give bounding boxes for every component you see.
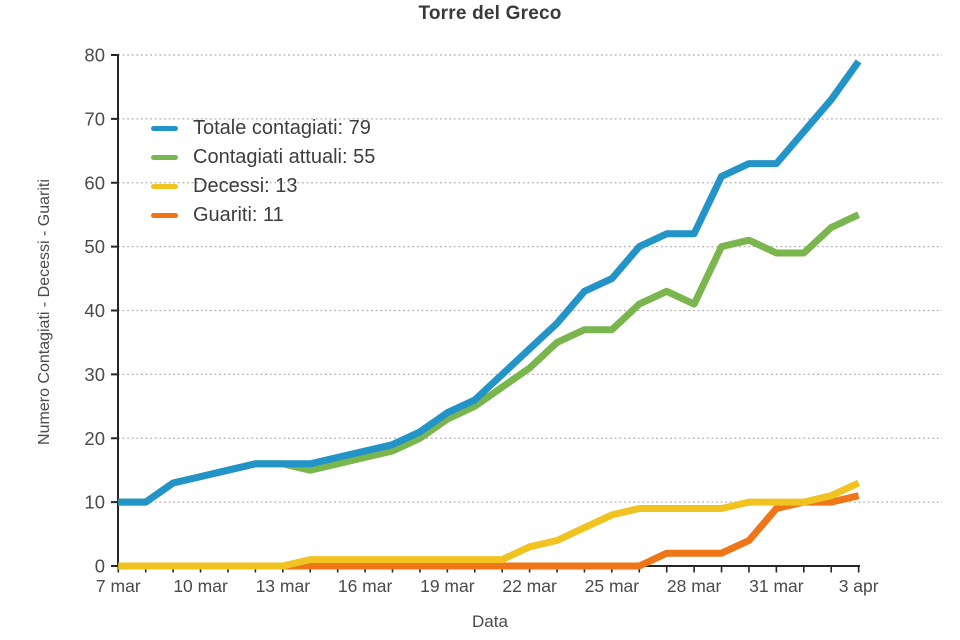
- x-tick-label-7-mar: 7 mar: [96, 576, 141, 596]
- x-tick-label-10-mar: 10 mar: [173, 576, 228, 596]
- legend-swatch-contagiati-attuali: [151, 155, 178, 160]
- line-guariti: [118, 492, 860, 570]
- y-tick-label-20: 20: [84, 428, 105, 449]
- legend-item-totale-contagiati: Totale contagiati: 79: [151, 114, 375, 143]
- line-totale-contagiati: [118, 59, 862, 506]
- legend-label-totale-contagiati: Totale contagiati: 79: [193, 117, 371, 139]
- line-decessi: [118, 479, 861, 570]
- x-tick-label-22-mar: 22 mar: [502, 576, 557, 596]
- x-tick-label-3-apr: 3 apr: [839, 576, 879, 596]
- y-tick-label-40: 40: [84, 300, 105, 321]
- legend-item-contagiati-attuali: Contagiati attuali: 55: [151, 143, 375, 172]
- chart-title: Torre del Greco: [418, 3, 562, 24]
- x-tick-label-13-mar: 13 mar: [256, 576, 311, 596]
- x-axis-label: Data: [472, 612, 508, 631]
- legend-swatch-totale-contagiati: [151, 126, 178, 131]
- y-tick-label-70: 70: [84, 108, 105, 129]
- legend-swatch-decessi: [151, 184, 178, 189]
- y-tick-label-10: 10: [84, 492, 105, 513]
- legend-swatch-guariti: [151, 213, 178, 218]
- y-tick-label-30: 30: [84, 364, 105, 385]
- legend-item-decessi: Decessi: 13: [151, 172, 375, 201]
- legend-label-guariti: Guariti: 11: [193, 204, 284, 226]
- legend-label-decessi: Decessi: 13: [193, 175, 298, 197]
- y-tick-label-50: 50: [84, 236, 105, 257]
- legend: Totale contagiati: 79 Contagiati attuali:…: [151, 114, 375, 230]
- y-tick-label-80: 80: [84, 45, 105, 66]
- y-tick-label-0: 0: [95, 556, 105, 577]
- x-tick-label-28-mar: 28 mar: [667, 576, 722, 596]
- legend-label-contagiati-attuali: Contagiati attuali: 55: [193, 146, 376, 168]
- x-tick-label-31-mar: 31 mar: [749, 576, 804, 596]
- y-tick-label-60: 60: [84, 172, 105, 193]
- x-tick-label-16-mar: 16 mar: [338, 576, 393, 596]
- x-tick-label-25-mar: 25 mar: [585, 576, 640, 596]
- legend-item-guariti: Guariti: 11: [151, 201, 375, 230]
- line-contagiati-attuali: [118, 211, 861, 506]
- x-tick-label-19-mar: 19 mar: [420, 576, 475, 596]
